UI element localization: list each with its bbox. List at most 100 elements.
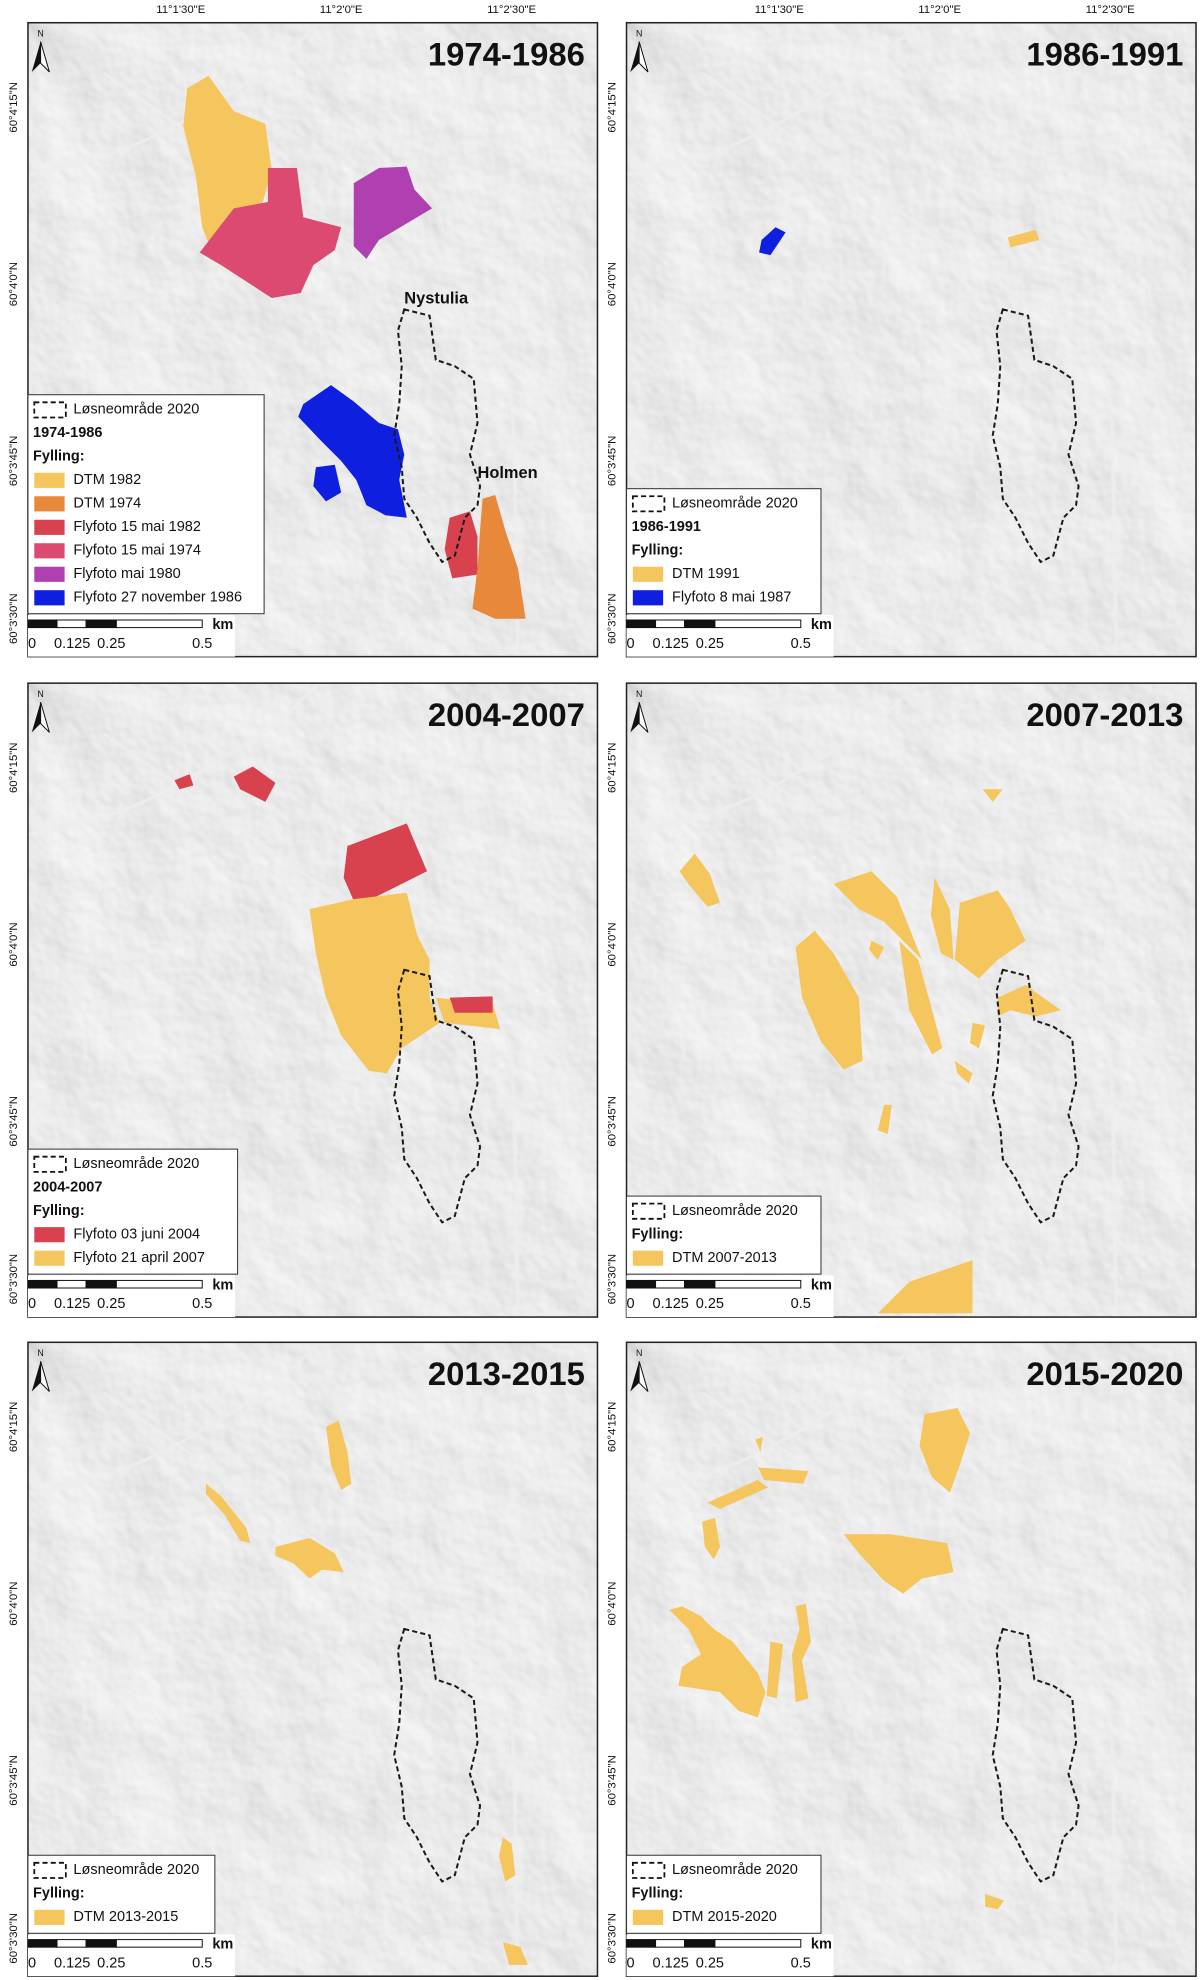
place-label: Nystulia <box>404 290 469 308</box>
scale-label: 0.125 <box>54 1296 90 1312</box>
legend-swatch <box>34 543 65 559</box>
legend-label: Løsneområde 2020 <box>672 496 798 512</box>
scale-unit: km <box>212 617 233 633</box>
latitude-label: 60°3'30"N <box>8 1913 20 1964</box>
road <box>701 71 1119 657</box>
scale-segment <box>27 1279 58 1289</box>
fill-area <box>275 1538 344 1579</box>
longitude-label: 11°2'0"E <box>918 4 961 16</box>
legend-label: Flyfoto 8 mai 1987 <box>672 590 791 606</box>
legend-subtitle: 2004-2007 <box>33 1180 102 1196</box>
latitude-label: 60°3'30"N <box>8 1254 20 1305</box>
scale-segment <box>655 1939 686 1948</box>
map-panel: 2007-2013 N 60°4'15"N 60°4'0"N 60°3'45"N 60°3… <box>607 682 1197 1318</box>
fill-area <box>930 877 954 960</box>
latitude-label: 60°4'15"N <box>8 82 20 133</box>
scale-label: 0.5 <box>791 636 811 652</box>
map-panel: 2004-2007 N 60°4'15"N 60°4'0"N 60°3'45"N 60°3… <box>8 682 599 1318</box>
legend-heading: Fylling: <box>632 543 684 559</box>
scale-segment <box>56 1939 87 1948</box>
north-arrow <box>638 41 649 73</box>
legend-swatch <box>632 590 664 606</box>
legend-heading: Fylling: <box>33 1203 85 1219</box>
longitude-label: 11°1'30"E <box>156 4 205 16</box>
north-arrow <box>630 702 640 733</box>
fill-area <box>954 890 1026 979</box>
legend-swatch <box>632 1250 664 1266</box>
fill-area <box>755 1437 763 1453</box>
map-panel: Nystulia Holmen 1974-1986 N 60°4'15"N 60°4'0"… <box>8 4 599 658</box>
scale-label: 0 <box>28 636 36 652</box>
fill-area <box>298 385 407 518</box>
scale-segment <box>714 1939 802 1948</box>
scale-label: 0.25 <box>696 1296 724 1312</box>
longitude-label: 11°2'30"E <box>487 4 536 16</box>
fill-area <box>899 940 943 1055</box>
panel-title: 2015-2020 <box>1026 1355 1183 1392</box>
legend-label: Flyfoto 27 november 1986 <box>73 590 242 606</box>
scale-label: 0 <box>627 1296 635 1312</box>
scale-label: 0 <box>28 1296 36 1312</box>
road <box>626 22 919 176</box>
latitude-label: 60°3'45"N <box>607 436 619 487</box>
fill-area <box>444 511 478 579</box>
fill-area <box>449 996 493 1013</box>
legend-label: Løsneområde 2020 <box>672 1203 798 1219</box>
legend-label: Flyfoto mai 1980 <box>73 566 180 582</box>
road <box>626 683 919 837</box>
scale-label: 0 <box>28 1955 36 1971</box>
fill-area <box>982 789 1003 802</box>
scale-segment <box>714 619 802 629</box>
latitude-label: 60°4'0"N <box>607 262 619 306</box>
north-arrow <box>40 41 50 73</box>
north-arrow <box>40 1361 50 1392</box>
scale-label: 0.5 <box>791 1955 811 1971</box>
latitude-label: 60°3'30"N <box>607 1254 619 1305</box>
legend-label: DTM 1974 <box>73 496 141 512</box>
legend-heading: Fylling: <box>33 1886 85 1902</box>
fill-area <box>199 167 342 299</box>
scale-segment <box>626 1279 657 1289</box>
scale-label: 0.25 <box>97 1296 125 1312</box>
panel-title: 2007-2013 <box>1026 696 1183 733</box>
fill-area <box>843 1534 954 1594</box>
longitude-label: 11°1'30"E <box>755 4 804 16</box>
fill-area <box>877 1104 892 1134</box>
north-label: N <box>636 689 642 699</box>
latitude-label: 60°4'0"N <box>607 922 619 966</box>
panel-title: 1974-1986 <box>428 35 585 72</box>
scale-segment <box>115 619 203 629</box>
hazard-zone-boundary <box>991 968 1080 1224</box>
scale-unit: km <box>811 1277 832 1293</box>
fill-area <box>325 1420 352 1491</box>
scale-segment <box>85 619 117 629</box>
legend-label: Løsneområde 2020 <box>73 402 199 418</box>
legend-label: Løsneområde 2020 <box>73 1862 199 1878</box>
legend-subtitle: 1986-1991 <box>632 519 701 535</box>
fill-area <box>669 1606 766 1718</box>
scale-segment <box>115 1939 203 1948</box>
fill-area <box>1007 229 1040 248</box>
legend-swatch <box>34 590 65 606</box>
latitude-label: 60°4'15"N <box>8 1402 20 1453</box>
latitude-label: 60°3'45"N <box>8 1755 20 1806</box>
panel-title: 2004-2007 <box>428 696 585 733</box>
fill-area <box>707 1479 768 1509</box>
scale-label: 0.125 <box>653 1955 689 1971</box>
north-arrow <box>630 1361 640 1392</box>
map-panel: 2013-2015 N 60°4'15"N 60°4'0"N 60°3'45"N 60°3… <box>8 1341 599 1977</box>
scale-segment <box>85 1939 117 1948</box>
latitude-label: 60°3'45"N <box>607 1096 619 1147</box>
scale-label: 0.5 <box>192 1296 212 1312</box>
legend-swatch-boundary <box>631 1202 666 1220</box>
scale-label: 0.125 <box>54 636 90 652</box>
scale-segment <box>56 619 87 629</box>
fill-area <box>233 766 276 802</box>
road <box>102 1391 520 1977</box>
legend-label: Flyfoto 15 mai 1982 <box>73 519 201 535</box>
north-label: N <box>37 689 43 699</box>
scale-unit: km <box>811 1936 832 1952</box>
panel-frame <box>625 1341 1197 1977</box>
legend-swatch-boundary <box>33 1861 67 1879</box>
panel-frame <box>625 21 1197 658</box>
